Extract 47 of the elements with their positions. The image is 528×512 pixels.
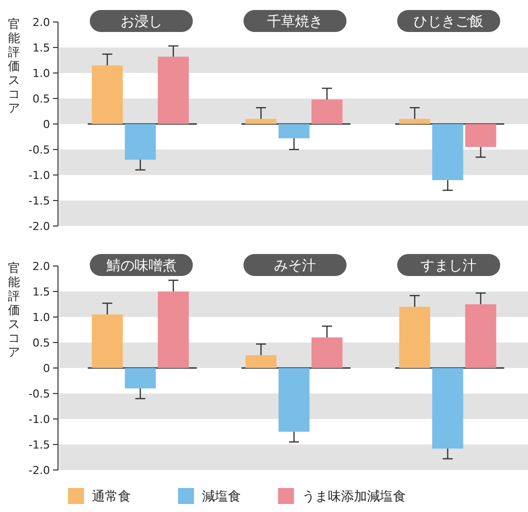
y-tick-label: -1.0 — [28, 168, 50, 182]
y-tick-label: 1.0 — [32, 66, 50, 80]
bar — [399, 118, 430, 124]
legend-label: うま味添加減塩食 — [302, 490, 406, 505]
y-tick-label: -2.0 — [28, 464, 50, 477]
legend-label: 減塩食 — [202, 490, 241, 505]
y-tick-label: 0.5 — [32, 336, 50, 350]
y-tick-label: 0 — [43, 362, 50, 375]
x-tick-label: 鯖の味噌煮 — [106, 258, 176, 274]
y-tick-label: -0.5 — [28, 143, 50, 156]
y-tick-label: 2.0 — [32, 16, 50, 29]
bar — [124, 124, 156, 160]
y-tick-label: 2.0 — [32, 260, 50, 273]
y-tick-label: -2.0 — [28, 220, 50, 233]
x-tick-label: すまし汁 — [420, 258, 477, 274]
bar — [246, 118, 276, 124]
y-tick-label: -1.5 — [28, 438, 50, 452]
bar — [124, 368, 156, 388]
bar — [278, 124, 310, 138]
bar — [92, 65, 123, 124]
bar — [465, 304, 496, 368]
bar — [312, 337, 342, 368]
bar — [92, 314, 123, 368]
y-tick-label: 0.5 — [32, 92, 50, 106]
bar — [432, 368, 464, 449]
bar — [399, 306, 430, 368]
bar — [278, 368, 310, 432]
y-axis-title: 官能評価スコア — [8, 17, 20, 115]
bar — [312, 100, 342, 124]
bar — [432, 124, 464, 180]
bar — [158, 56, 189, 124]
x-tick-label: お浸し — [120, 14, 162, 30]
bar — [465, 124, 496, 147]
y-tick-label: -0.5 — [28, 387, 50, 400]
y-tick-label: 1.0 — [32, 310, 50, 324]
y-tick-label: 0 — [43, 118, 50, 131]
y-tick-label: -1.5 — [28, 194, 50, 208]
bar — [246, 355, 276, 368]
y-tick-label: 1.5 — [32, 285, 50, 298]
x-tick-label: みそ汁 — [274, 258, 316, 274]
legend-label: 通常食 — [92, 490, 131, 505]
bar — [158, 292, 189, 368]
y-tick-label: -1.0 — [28, 412, 50, 426]
y-axis-title: 官能評価スコア — [8, 261, 20, 359]
x-tick-label: ひじきご飯 — [414, 14, 484, 30]
y-tick-label: 1.5 — [32, 41, 50, 54]
x-tick-label: 千草焼き — [267, 14, 323, 30]
